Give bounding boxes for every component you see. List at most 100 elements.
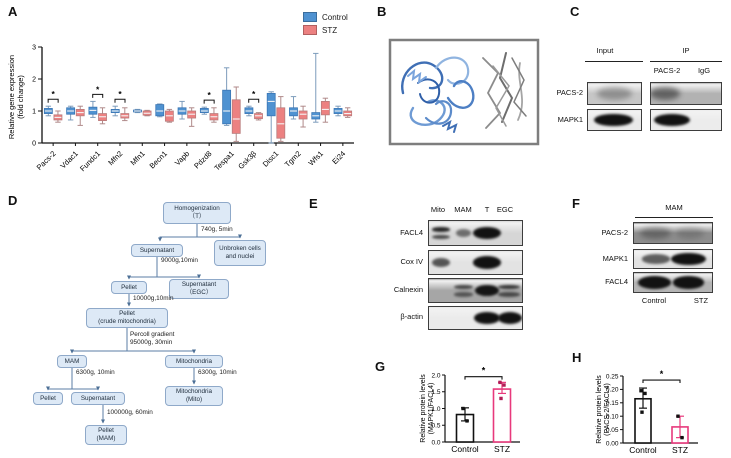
e-row-coxiv-label: Cox IV xyxy=(400,257,423,266)
flow-node-homogenization: Homogenization （T） xyxy=(163,202,231,224)
legend-control-swatch xyxy=(303,12,317,22)
svg-text:*: * xyxy=(660,369,664,379)
flow-node-supernatant-2: Supernatant xyxy=(71,392,125,405)
blot-band xyxy=(472,256,501,269)
svg-text:Relative protein levels(PACS-: Relative protein levels(PACS-2/FACL4) xyxy=(596,375,611,444)
e-blot-calnexin xyxy=(428,278,523,303)
c-input-underline xyxy=(585,61,643,62)
blot-band xyxy=(676,227,705,239)
f-row-mapk1-label: MAPK1 xyxy=(602,254,628,263)
blot-band xyxy=(671,252,706,266)
svg-text:0.25: 0.25 xyxy=(606,373,619,380)
c-blot-input-mapk1 xyxy=(587,109,642,131)
blot-band xyxy=(454,284,473,289)
panel-c-label: C xyxy=(570,4,580,19)
flow-node-pellet-mam: Pellet (MAM) xyxy=(85,425,127,445)
c-row-pacs2-label: PACS-2 xyxy=(556,88,583,97)
svg-text:0.00: 0.00 xyxy=(606,440,619,447)
svg-text:1.5: 1.5 xyxy=(431,389,440,396)
svg-text:3: 3 xyxy=(32,45,36,52)
f-blot-mapk1 xyxy=(633,249,713,269)
svg-text:Vdac1: Vdac1 xyxy=(58,149,79,170)
c-group-ip-label: IP xyxy=(682,46,690,55)
svg-text:0: 0 xyxy=(32,141,36,148)
e-col-egc: EGC xyxy=(496,205,514,214)
e-col-mam: MAM xyxy=(454,205,472,214)
panel-g-label: G xyxy=(375,359,386,374)
flow-node-pellet-1: Pellet xyxy=(111,281,147,294)
flow-node-unbroken-cells: Unbroken cells and nuclei xyxy=(214,240,266,266)
structure-frame xyxy=(388,38,540,146)
svg-text:Gsk3β: Gsk3β xyxy=(236,149,258,171)
flow-node-mitochondria-mito: Mitochondria (Mito) xyxy=(165,386,223,406)
blot-band xyxy=(472,226,501,240)
f-mam-underline xyxy=(635,217,713,218)
c-group-input-label: Input xyxy=(596,46,614,55)
blue-protein-ribbon xyxy=(401,56,475,133)
protein-structure-figure xyxy=(388,38,540,146)
f-col-stz: STZ xyxy=(693,296,709,305)
blot-band xyxy=(431,234,451,239)
c-blot-ip-mapk1 xyxy=(650,109,722,131)
blot-band xyxy=(641,254,670,264)
blot-band xyxy=(432,257,450,268)
blot-band xyxy=(497,312,522,324)
panel-e-label: E xyxy=(309,196,318,211)
blot-band xyxy=(637,276,671,289)
blot-band xyxy=(473,311,500,325)
blot-band xyxy=(651,87,680,100)
panel-f-label: F xyxy=(572,196,580,211)
svg-text:0.20: 0.20 xyxy=(606,387,619,394)
f-row-pacs2-label: PACS-2 xyxy=(601,228,628,237)
svg-text:*: * xyxy=(482,366,486,376)
flow-node-mam: MAM xyxy=(57,355,87,368)
svg-text:Becn1: Becn1 xyxy=(148,149,169,170)
flow-node-pellet-2: Pellet xyxy=(33,392,63,405)
c-row-mapk1-label: MAPK1 xyxy=(557,115,583,124)
svg-text:Vapb: Vapb xyxy=(173,149,191,167)
svg-text:1: 1 xyxy=(32,109,36,116)
blot-band xyxy=(653,113,691,127)
panel-d-label: D xyxy=(8,193,18,208)
svg-text:STZ: STZ xyxy=(494,444,510,454)
svg-text:0.05: 0.05 xyxy=(606,427,619,434)
svg-text:Disc1: Disc1 xyxy=(261,149,281,169)
svg-text:0.10: 0.10 xyxy=(606,414,619,421)
svg-text:0.5: 0.5 xyxy=(431,423,440,430)
flow-edge-10000g: 10000g,10min xyxy=(133,295,174,302)
gray-protein-strands xyxy=(482,52,527,129)
f-blot-pacs2 xyxy=(633,222,713,244)
blot-band xyxy=(454,292,473,297)
e-col-mito: Mito xyxy=(430,205,446,214)
svg-text:*: * xyxy=(96,84,100,94)
svg-text:Mfn2: Mfn2 xyxy=(106,149,124,167)
blot-band xyxy=(640,227,672,239)
panel-b-label: B xyxy=(377,4,387,19)
legend-control-label: Control xyxy=(322,12,348,22)
svg-text:*: * xyxy=(252,89,256,99)
svg-text:Fundc1: Fundc1 xyxy=(78,149,102,173)
svg-text:STZ: STZ xyxy=(672,445,688,455)
e-blot-facl4 xyxy=(428,220,523,246)
svg-text:Tespa1: Tespa1 xyxy=(212,149,235,172)
blot-band xyxy=(497,284,521,289)
svg-text:Wfs1: Wfs1 xyxy=(307,149,325,167)
svg-text:0.15: 0.15 xyxy=(606,400,619,407)
c-blot-ip-pacs2 xyxy=(650,82,722,105)
svg-text:Ei24: Ei24 xyxy=(330,149,347,166)
blot-band xyxy=(594,113,633,127)
svg-text:0.0: 0.0 xyxy=(431,439,440,446)
svg-text:1.0: 1.0 xyxy=(431,406,440,413)
flow-edge-9000g: 9000g,10min xyxy=(161,257,198,264)
blot-band xyxy=(431,227,451,232)
legend-stz-swatch xyxy=(303,25,317,35)
legend-stz-label: STZ xyxy=(322,25,338,35)
svg-text:Pdzd8: Pdzd8 xyxy=(192,149,213,170)
svg-text:2: 2 xyxy=(32,77,36,84)
svg-text:*: * xyxy=(51,89,55,99)
blot-band xyxy=(455,228,472,238)
flow-node-mitochondria: Mitochondria xyxy=(165,355,223,368)
svg-text:Control: Control xyxy=(451,444,479,454)
